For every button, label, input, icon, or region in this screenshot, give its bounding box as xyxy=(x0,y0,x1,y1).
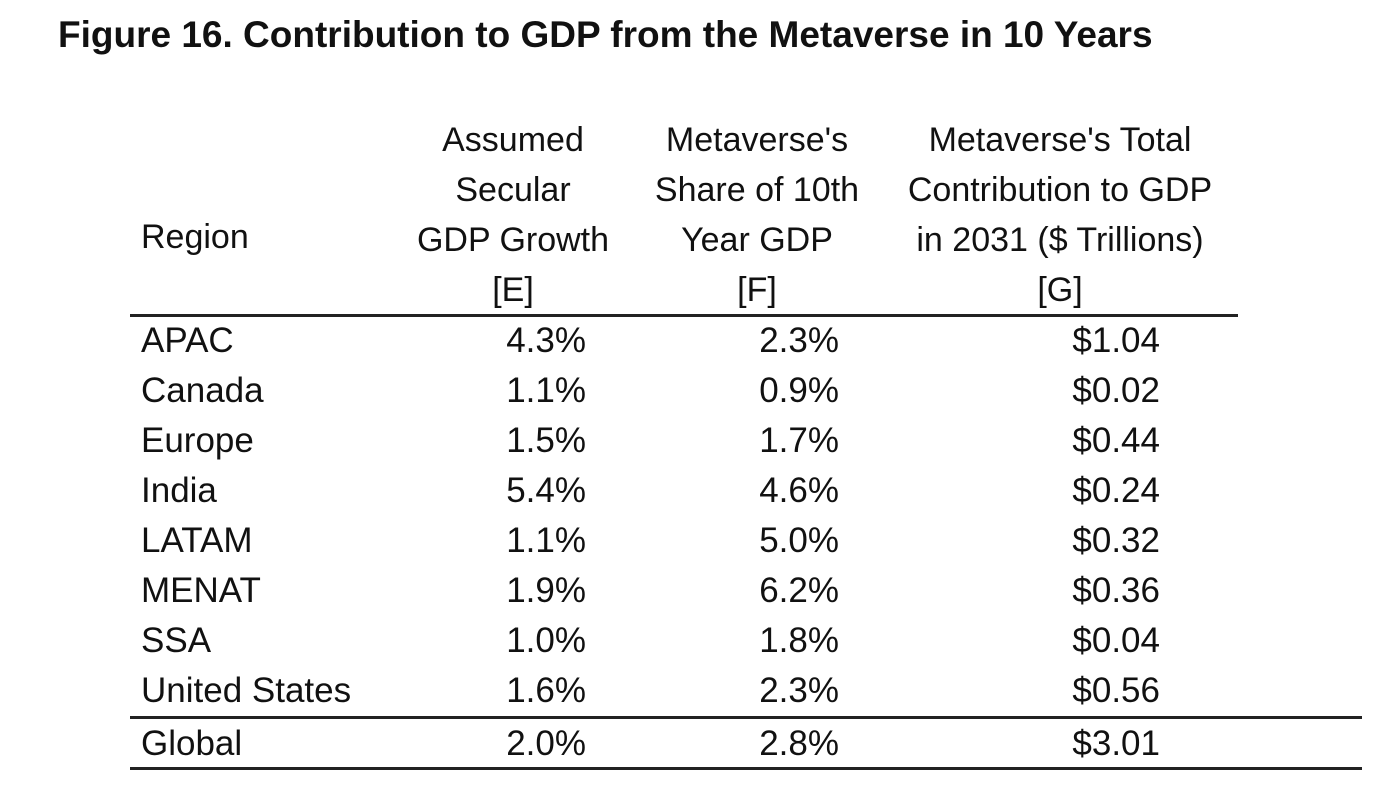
cell-region: Canada xyxy=(141,371,264,410)
cell-metaverse-share: 0.9% xyxy=(759,371,839,410)
header-gdp-growth: Assumed Secular GDP Growth [E] xyxy=(388,115,638,315)
header-total-contribution-line: in 2031 ($ Trillions) xyxy=(916,221,1204,259)
header-gdp-growth-line: GDP Growth xyxy=(416,221,610,259)
cell-total-contribution: $0.44 xyxy=(1072,421,1160,460)
cell-region: Europe xyxy=(141,421,254,460)
cell-total-contribution: $0.56 xyxy=(1072,671,1160,710)
cell-total-contribution: $0.24 xyxy=(1072,471,1160,510)
cell-region: India xyxy=(141,471,217,510)
cell-metaverse-share: 6.2% xyxy=(759,571,839,610)
header-rule xyxy=(130,314,1238,317)
cell-gdp-growth: 1.1% xyxy=(506,521,586,560)
header-metaverse-share: Metaverse's Share of 10th Year GDP [F] xyxy=(632,115,882,315)
cell-region: SSA xyxy=(141,621,212,660)
header-gdp-growth-line: [E] xyxy=(492,271,534,309)
cell-region: APAC xyxy=(141,321,234,360)
cell-gdp-growth: 5.4% xyxy=(506,471,586,510)
header-gdp-growth-line: Secular xyxy=(455,171,571,209)
cell-gdp-growth: 1.1% xyxy=(506,371,586,410)
cell-total-contribution: $0.02 xyxy=(1072,371,1160,410)
cell-gdp-growth: 1.9% xyxy=(506,571,586,610)
cell-metaverse-share: 1.7% xyxy=(759,421,839,460)
cell-metaverse-share: 2.3% xyxy=(759,671,839,710)
header-total-contribution: Metaverse's Total Contribution to GDP in… xyxy=(875,115,1245,315)
header-metaverse-share-line: [F] xyxy=(737,271,777,309)
cell-total-contribution: $1.04 xyxy=(1072,321,1160,360)
cell-total-contribution: $0.36 xyxy=(1072,571,1160,610)
cell-region: MENAT xyxy=(141,571,261,610)
cell-metaverse-share: 1.8% xyxy=(759,621,839,660)
cell-gdp-growth: 1.5% xyxy=(506,421,586,460)
header-total-contribution-line: Contribution to GDP xyxy=(907,171,1213,209)
header-total-contribution-line: Metaverse's Total xyxy=(928,121,1192,159)
header-metaverse-share-line: Year GDP xyxy=(681,221,833,259)
header-region-line: Region xyxy=(141,218,249,256)
header-gdp-growth-line: Assumed xyxy=(442,121,584,159)
cell-gdp-growth: 2.0% xyxy=(506,724,586,763)
figure-title: Figure 16. Contribution to GDP from the … xyxy=(58,14,1153,55)
header-total-contribution-line: [G] xyxy=(1037,271,1083,309)
total-rule-bottom xyxy=(130,767,1362,770)
cell-metaverse-share: 5.0% xyxy=(759,521,839,560)
cell-metaverse-share: 4.6% xyxy=(759,471,839,510)
cell-total-contribution: $0.04 xyxy=(1072,621,1160,660)
total-rule-top xyxy=(130,716,1362,719)
cell-gdp-growth: 1.6% xyxy=(506,671,586,710)
cell-region: Global xyxy=(141,724,243,763)
cell-total-contribution: $0.32 xyxy=(1072,521,1160,560)
cell-region: United States xyxy=(141,671,352,710)
header-region: Region xyxy=(141,212,249,262)
header-metaverse-share-line: Metaverse's xyxy=(665,121,849,159)
header-metaverse-share-line: Share of 10th xyxy=(654,171,860,209)
cell-total-contribution: $3.01 xyxy=(1072,724,1160,763)
cell-gdp-growth: 4.3% xyxy=(506,321,586,360)
cell-metaverse-share: 2.3% xyxy=(759,321,839,360)
cell-gdp-growth: 1.0% xyxy=(506,621,586,660)
cell-region: LATAM xyxy=(141,521,253,560)
cell-metaverse-share: 2.8% xyxy=(759,724,839,763)
